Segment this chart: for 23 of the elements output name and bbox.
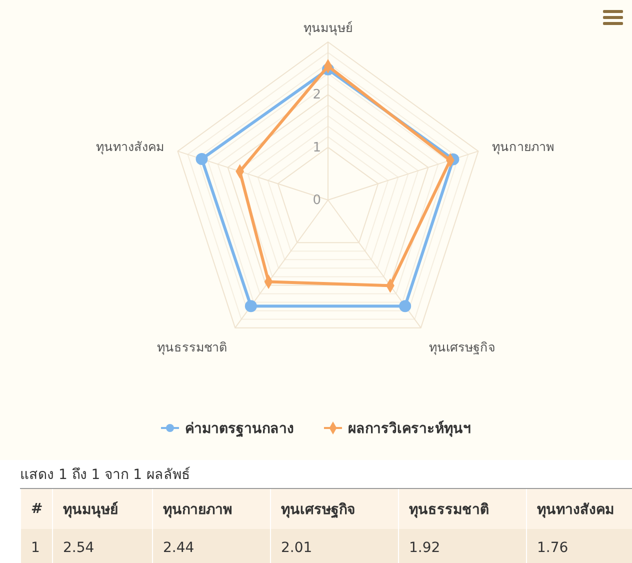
category-label: ทุนเศรษฐกิจ	[281, 502, 355, 518]
y-tick-label: 2	[312, 88, 321, 103]
text: 2.01	[270, 529, 398, 563]
spoke-label: ทุนมนุษย์	[304, 20, 352, 36]
text: 1	[20, 529, 52, 563]
category-label: ทุนกายภาพ	[163, 502, 232, 518]
y-tick-label: 1	[312, 140, 321, 156]
text: #	[20, 488, 52, 529]
spoke-label: ทุนทางสังคม	[96, 138, 164, 155]
text: แสดง 1 ถึง 1 จาก 1 ผลลัพธ์	[20, 466, 192, 484]
legend-label: ผลการวิเคราะห์ทุนฯ	[348, 420, 471, 437]
text: 1.76	[526, 529, 632, 563]
spoke-label: ทุนกายภาพ	[492, 138, 554, 155]
text: 2.44	[152, 529, 270, 563]
text: 1.92	[398, 529, 526, 563]
legend-label: ค่ามาตรฐานกลาง	[185, 421, 294, 438]
text: 2.54	[52, 529, 152, 563]
category-label: ทุนทางสังคม	[537, 502, 614, 518]
spoke-label: ทุนเศรษฐกิจ	[429, 339, 496, 356]
spoke-label: ทุนธรรมชาติ	[156, 339, 227, 356]
category-label: ทุนธรรมชาติ	[409, 502, 489, 518]
y-tick-label: 0	[312, 193, 321, 208]
category-label: ทุนมนุษย์	[63, 502, 118, 518]
